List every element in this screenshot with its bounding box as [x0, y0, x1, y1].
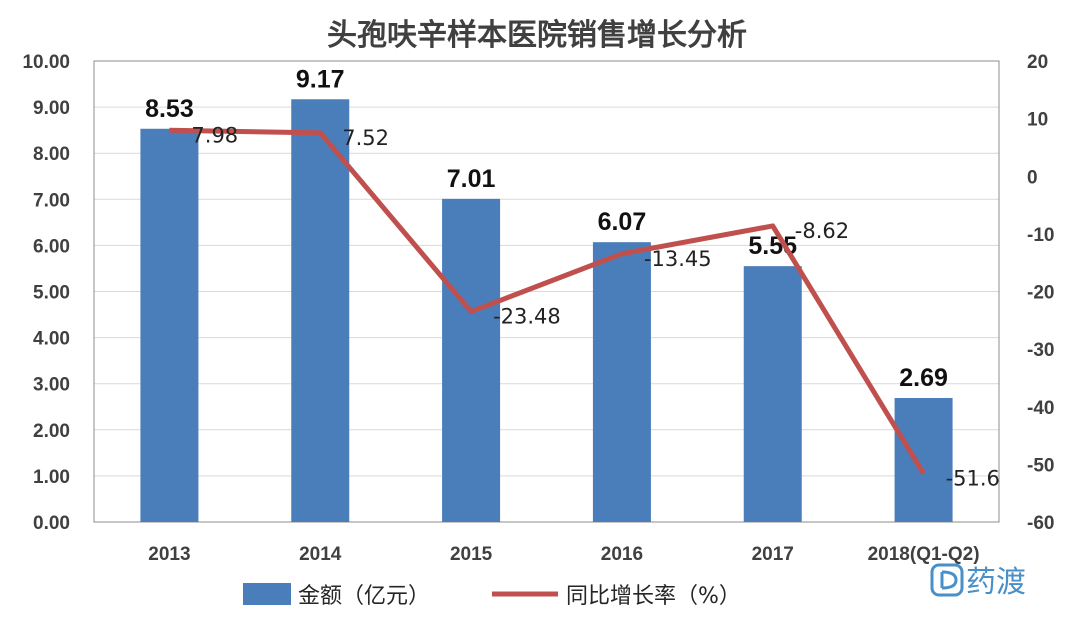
- x-tick-label: 2015: [450, 544, 493, 565]
- gridlines: [94, 106, 999, 477]
- right-tick-label: 10: [1027, 110, 1048, 131]
- bar-value-label: 9.17: [296, 65, 345, 93]
- bar: [140, 128, 199, 522]
- plot-area: [93, 60, 1000, 523]
- x-tick-label: 2018(Q1-Q2): [868, 544, 980, 565]
- bar-value-label: 8.53: [145, 95, 194, 123]
- right-tick-label: -60: [1027, 513, 1054, 534]
- legend-label-bar: 金额（亿元）: [298, 584, 430, 609]
- line-value-label: 7.52: [342, 126, 389, 150]
- watermark: 药渡: [930, 563, 1026, 600]
- bar-value-label: 7.01: [447, 165, 496, 193]
- bar-series: [140, 99, 953, 523]
- legend-label-line: 同比增长率（%）: [566, 584, 741, 609]
- bar-value-label: 2.69: [899, 364, 948, 392]
- left-tick-label: 4.00: [33, 329, 70, 350]
- left-tick-label: 2.00: [33, 421, 70, 442]
- right-tick-label: 0: [1027, 167, 1038, 188]
- line-value-label: -51.6: [946, 467, 1000, 491]
- watermark-text: 药渡: [966, 565, 1026, 600]
- bar: [743, 266, 802, 522]
- right-tick-label: -20: [1027, 283, 1054, 304]
- x-tick-label: 2013: [148, 544, 190, 565]
- left-tick-label: 8.00: [33, 144, 70, 165]
- line-labels: 7.98 7.52 -23.48 -13.45 -8.62 -51.6: [191, 123, 1000, 490]
- right-tick-label: -10: [1027, 225, 1054, 246]
- x-tick-label: 2014: [299, 544, 342, 565]
- line-value-label: -23.48: [493, 305, 561, 329]
- right-axis: -60 -50 -40 -30 -20 -10 0 10 20: [1027, 52, 1054, 534]
- x-axis: 2013 2014 2015 2016 2017 2018(Q1-Q2): [148, 544, 979, 565]
- right-tick-label: -40: [1027, 398, 1054, 419]
- right-tick-label: -30: [1027, 340, 1054, 361]
- left-tick-label: 10.00: [22, 52, 70, 73]
- left-tick-label: 5.00: [33, 283, 70, 304]
- bar-labels: 8.539.177.016.075.552.69: [145, 65, 948, 392]
- x-tick-label: 2017: [752, 544, 794, 565]
- right-tick-label: -50: [1027, 455, 1054, 476]
- legend-swatch-bar: [243, 583, 291, 605]
- bar: [291, 99, 350, 522]
- left-tick-label: 1.00: [33, 467, 70, 488]
- line-value-label: -8.62: [795, 219, 849, 243]
- left-tick-label: 6.00: [33, 236, 70, 257]
- legend: 金额（亿元） 同比增长率（%）: [243, 583, 741, 609]
- left-tick-label: 9.00: [33, 98, 70, 119]
- left-tick-label: 7.00: [33, 190, 70, 211]
- bar: [894, 397, 953, 522]
- bar: [442, 198, 501, 523]
- line-series: [169, 127, 926, 475]
- right-tick-label: 20: [1027, 52, 1048, 73]
- left-tick-label: 3.00: [33, 375, 70, 396]
- left-tick-label: 0.00: [33, 513, 70, 534]
- yaodu-logo-icon: [930, 563, 964, 597]
- line-value-label: -13.45: [644, 247, 712, 271]
- line-value-label: 7.98: [191, 123, 238, 147]
- bar-value-label: 6.07: [598, 208, 647, 236]
- bar: [592, 242, 651, 522]
- left-axis: 0.00 1.00 2.00 3.00 4.00 5.00 6.00 7.00 8.00 9.00…: [22, 52, 70, 534]
- chart-title: 头孢呋辛样本医院销售增长分析: [327, 18, 747, 53]
- x-tick-label: 2016: [601, 544, 643, 565]
- line-path: [169, 127, 926, 475]
